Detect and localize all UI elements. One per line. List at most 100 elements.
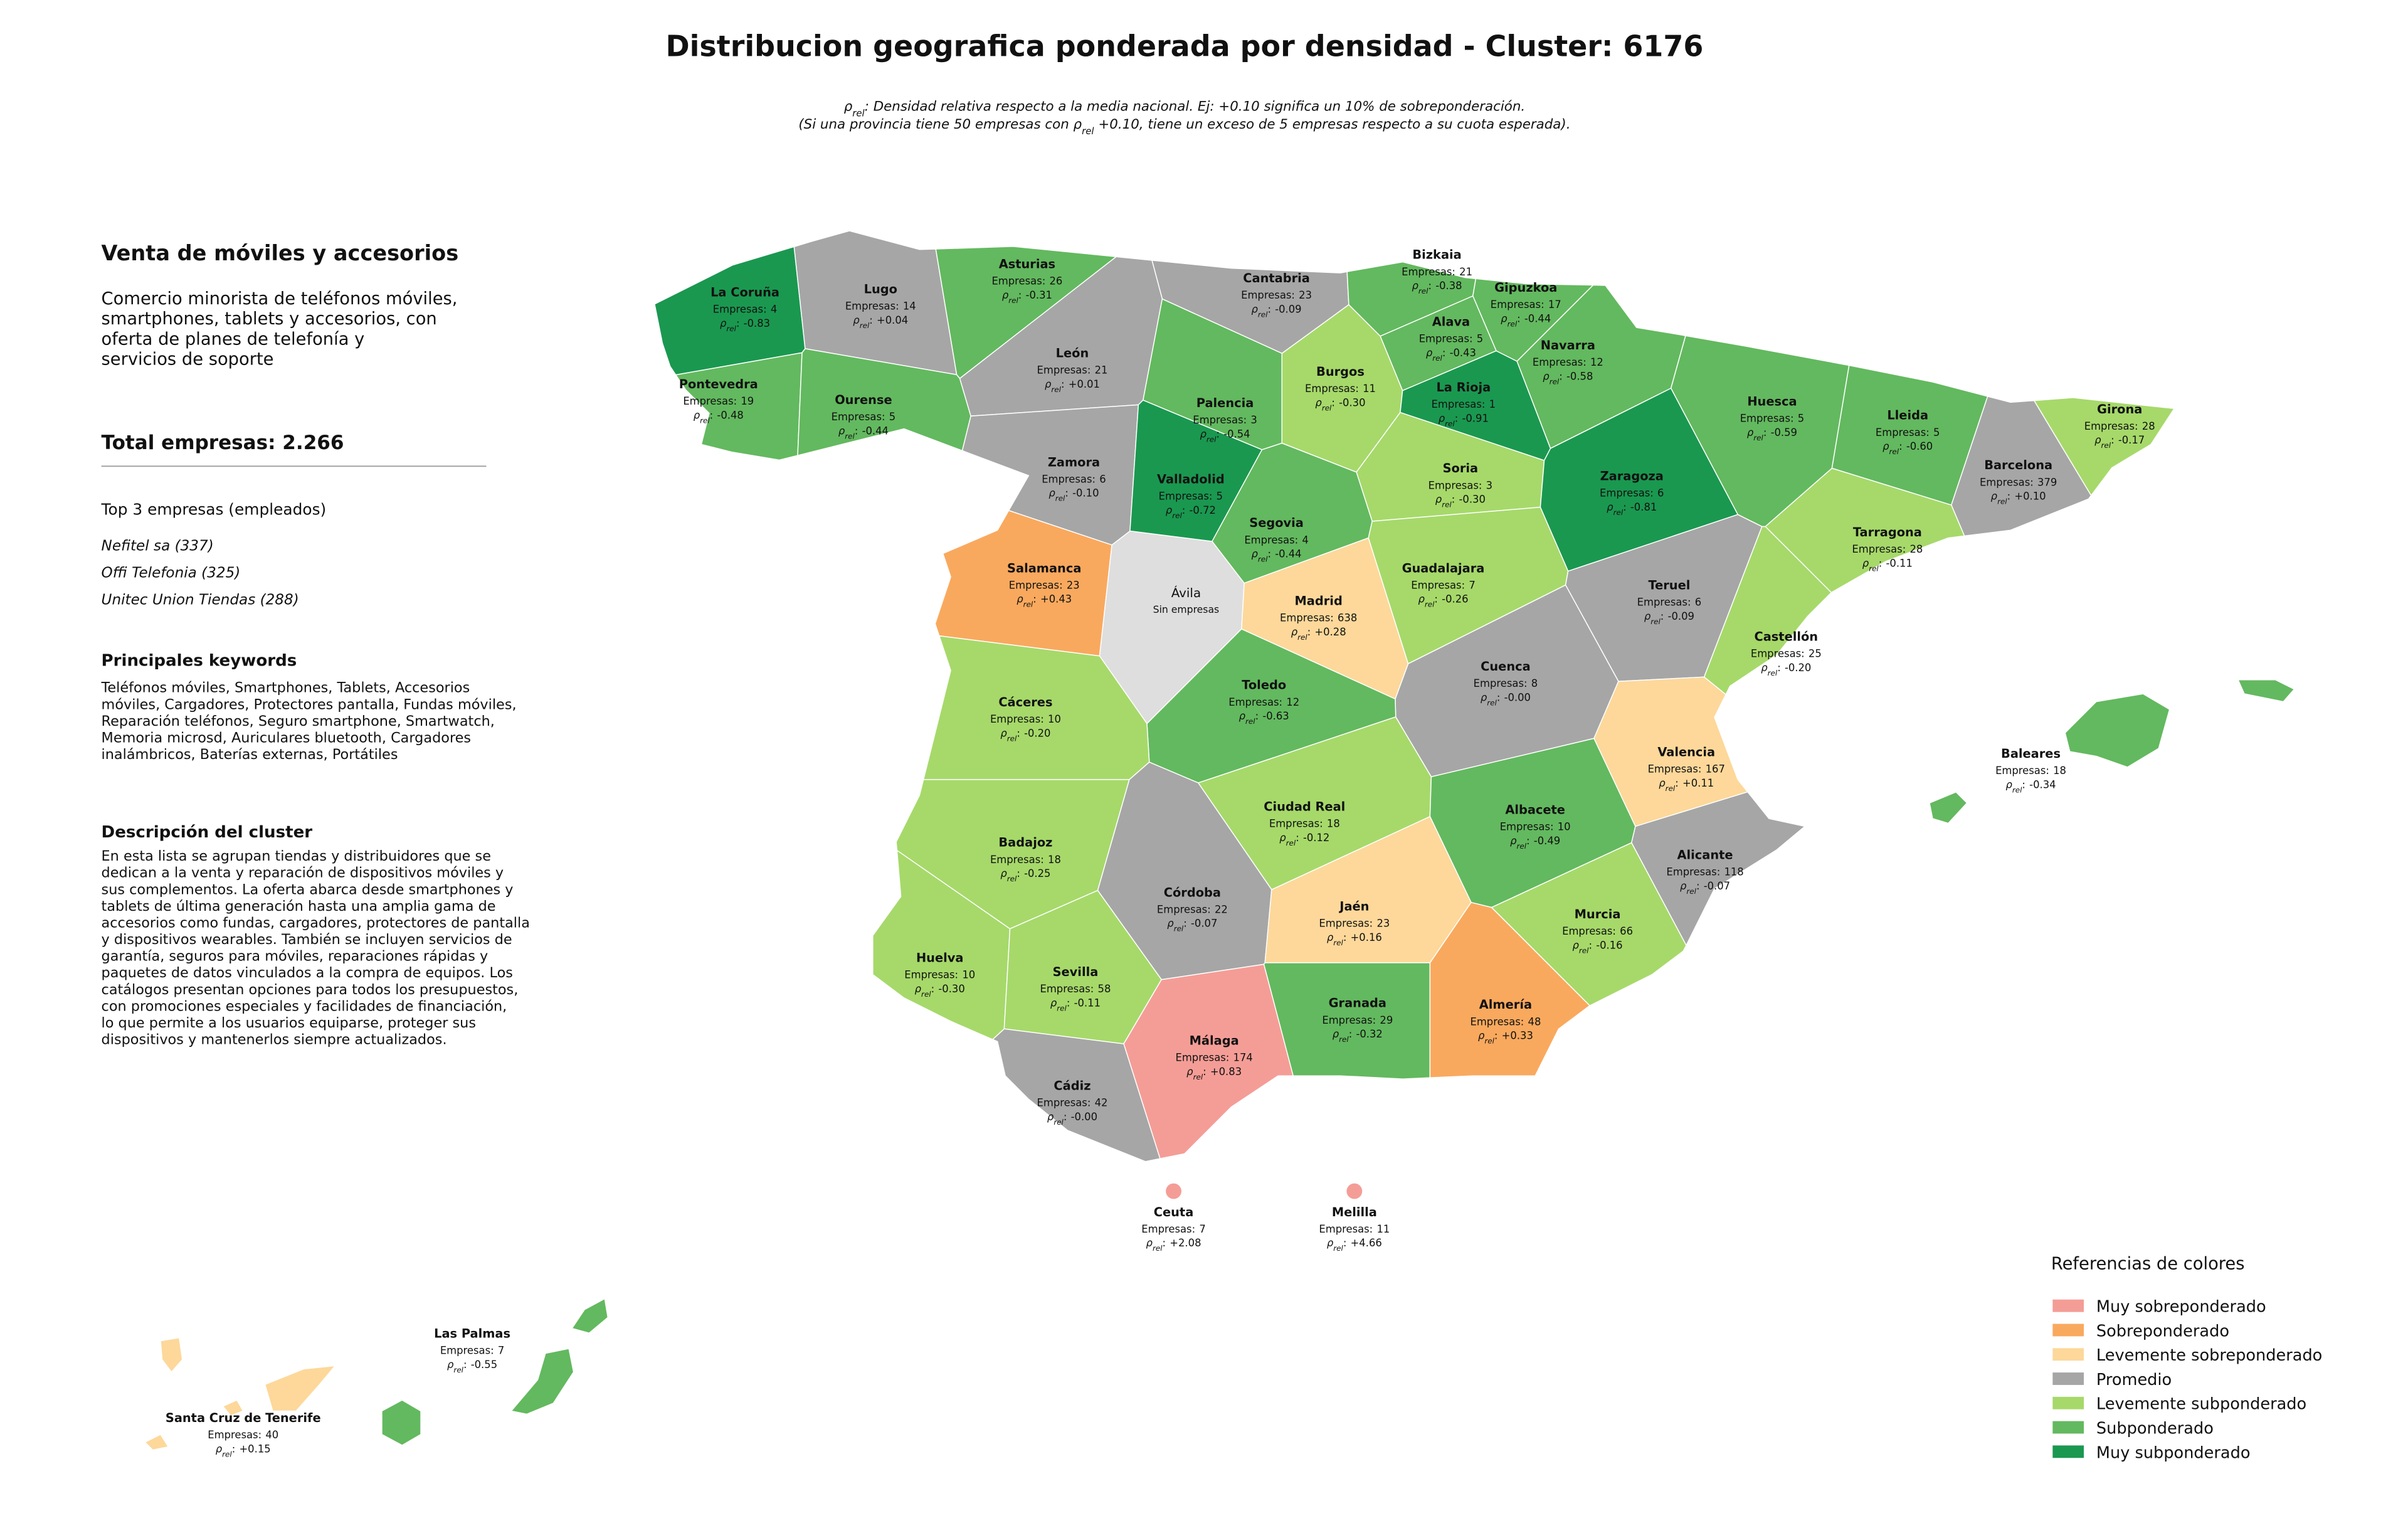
count-value: 66 [1620, 925, 1633, 937]
rho-separator: : [1307, 626, 1311, 638]
province-name: Valladolid [1157, 472, 1225, 487]
province-name: Melilla [1332, 1205, 1377, 1219]
province-count: Empresas: 11 [1305, 383, 1376, 395]
rho-separator: : [232, 1443, 236, 1455]
rho-symbol: ρ [1680, 880, 1687, 892]
rho-symbol: ρ [1761, 662, 1768, 674]
count-label: Empresas: [1042, 473, 1096, 485]
rho-separator: : [1033, 593, 1037, 605]
province-rho: ρrel: -0.55 [447, 1359, 497, 1374]
count-value: 4 [1302, 534, 1308, 546]
rho-separator: : [869, 314, 873, 326]
keywords: Reparación teléfonos, Seguro smartphone,… [102, 713, 495, 730]
rho-value: -0.44 [862, 425, 889, 437]
count-value: 3 [1250, 414, 1257, 426]
rho-subscript: rel [1753, 433, 1763, 442]
count-value: 11 [1363, 383, 1376, 395]
rho-subscript: rel [1023, 600, 1033, 609]
count-label: Empresas: [832, 411, 885, 423]
count-label: Empresas: [1533, 356, 1587, 368]
rho-value: -0.91 [1462, 412, 1488, 424]
rho-subscript: rel [453, 1366, 463, 1374]
city-marker [1346, 1183, 1363, 1199]
rho-value: -0.63 [1262, 710, 1289, 722]
count-value: 7 [1469, 579, 1475, 591]
count-label: Empresas: [904, 969, 958, 981]
province-name: La Coruña [710, 285, 779, 299]
count-value: 21 [1459, 266, 1472, 278]
province-rho: ρrel: -0.20 [1761, 662, 1811, 677]
rho-subscript: rel [1007, 735, 1017, 743]
rho-symbol: ρ [1291, 626, 1298, 638]
province-count: Empresas: 8 [1474, 677, 1538, 689]
rho-symbol: ρ [1252, 303, 1259, 315]
count-value: 5 [1217, 491, 1223, 502]
rho-symbol: ρ [1279, 832, 1286, 844]
province-count: Empresas: 40 [208, 1429, 278, 1441]
province-rho: ρrel: -0.48 [694, 409, 744, 425]
province-rho: ρrel: -0.59 [1747, 427, 1797, 442]
rho-subscript: rel [1686, 887, 1696, 896]
province-count: Empresas: 48 [1470, 1016, 1541, 1027]
count-label: Empresas: [1269, 818, 1323, 830]
count-label: Empresas: [1648, 763, 1702, 775]
keywords: móviles, Cargadores, Protectores pantall… [102, 696, 517, 713]
rho-value: -0.07 [1191, 918, 1217, 930]
province-name: Pontevedra [679, 377, 758, 391]
count-label: Empresas: [440, 1345, 494, 1357]
rho-value: -0.16 [1596, 940, 1622, 952]
rho-subscript: rel [1008, 296, 1018, 305]
province-name: Ávila [1171, 586, 1201, 600]
province-rho: ρrel: -0.11 [1862, 558, 1913, 573]
rho-symbol: ρ [1146, 1237, 1153, 1249]
rho-symbol: ρ [1000, 867, 1007, 879]
province-rho: ρrel: +0.43 [1017, 593, 1072, 609]
rho-subscript: rel [860, 321, 870, 330]
rho-subscript: rel [1297, 633, 1307, 642]
rho-separator: : [2022, 779, 2025, 791]
count-value: 25 [1809, 648, 1822, 660]
rho-symbol: ρ [1166, 504, 1173, 516]
count-value: 10 [962, 969, 975, 981]
cluster-description: catálogos presentan opciones para todos … [102, 982, 519, 998]
rho-subscript: rel [1333, 938, 1343, 947]
rho-separator: : [1494, 1030, 1498, 1042]
count-value: 6 [1099, 473, 1106, 485]
rho-separator: : [1343, 1237, 1347, 1249]
province-rho: ρrel: -0.07 [1167, 918, 1217, 933]
rho-separator: : [736, 317, 740, 329]
province-count: Empresas: 3 [1193, 414, 1257, 426]
province-rho: ρrel: -0.00 [1481, 691, 1531, 707]
count-label: Empresas: [2084, 420, 2138, 432]
province-name: Tarragona [1853, 525, 1922, 539]
province-count: Empresas: 7 [1141, 1223, 1205, 1235]
count-value: 3 [1486, 479, 1492, 491]
count-value: 4 [771, 303, 777, 315]
rho-value: -0.20 [1024, 728, 1050, 740]
count-value: 17 [1548, 299, 1561, 310]
count-label: Empresas: [990, 854, 1044, 866]
rho-symbol: ρ [2005, 779, 2012, 791]
rho-value: -0.11 [1074, 997, 1101, 1009]
legend-label: Promedio [2096, 1371, 2172, 1389]
sidebar-description: servicios de soporte [102, 350, 274, 369]
province-count: Empresas: 19 [683, 395, 754, 407]
rho-value: -0.54 [1223, 428, 1250, 440]
province-count: Empresas: 6 [1600, 487, 1664, 499]
rho-value: -0.25 [1024, 867, 1050, 879]
province-rho: ρrel: -0.44 [1252, 548, 1302, 564]
province-rho: ρrel: +0.11 [1659, 777, 1714, 793]
sidebar-heading: Venta de móviles y accesorios [102, 241, 459, 265]
subtitle-part: ρ [844, 99, 853, 115]
province-name: Badajoz [998, 836, 1052, 850]
rho-subscript: rel [1258, 555, 1268, 564]
rho-subscript: rel [1432, 354, 1442, 363]
rho-subscript: rel [1339, 1035, 1349, 1044]
rho-separator: : [463, 1359, 467, 1371]
rho-subscript: rel [1579, 947, 1589, 955]
cluster-description: lo que permite a los usuarios equiparse,… [102, 1015, 476, 1031]
province-name: Segovia [1249, 516, 1304, 530]
count-label: Empresas: [1280, 612, 1334, 624]
count-value: 174 [1233, 1051, 1253, 1063]
cluster-description: paquetes de datos vinculados a la compra… [102, 965, 513, 981]
